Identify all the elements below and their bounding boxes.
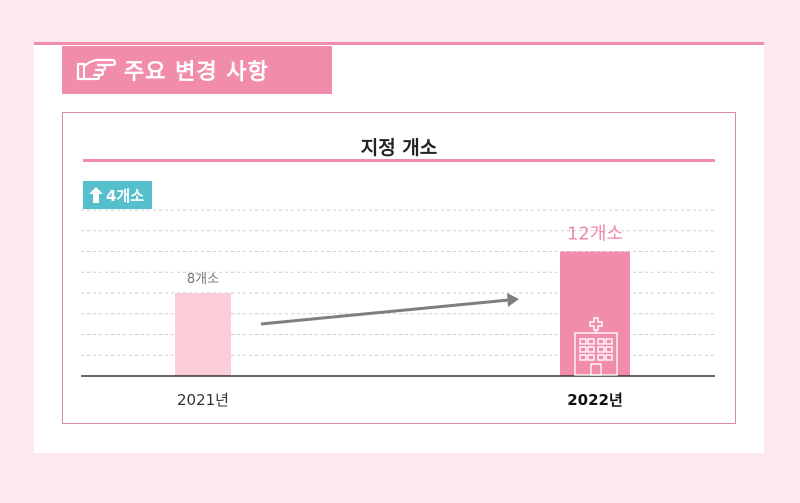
chart-labels: 8개소 2021년 12개소 2022년 xyxy=(177,224,623,410)
increase-badge-text: 4개소 xyxy=(106,186,145,205)
increase-badge: 4개소 xyxy=(83,181,153,209)
data-label-2: 12개소 xyxy=(567,224,623,245)
bars xyxy=(175,251,630,376)
data-label-1: 8개소 xyxy=(187,272,219,287)
section-header: 주요 변경 사항 xyxy=(62,46,332,94)
trend-arrow-icon xyxy=(260,293,519,326)
chart-title-rule xyxy=(83,159,715,162)
x-tick-label-1: 2021년 xyxy=(177,391,229,409)
chart-container: 지정 개소 4개소 xyxy=(62,112,736,424)
top-rule xyxy=(34,42,764,45)
section-title: 주요 변경 사항 xyxy=(124,60,269,85)
x-tick-label-2: 2022년 xyxy=(567,391,623,409)
pointing-hand-icon xyxy=(76,58,116,81)
chart-title: 지정 개소 xyxy=(360,137,438,159)
up-arrow-icon xyxy=(89,187,103,203)
bar-2 xyxy=(560,251,630,376)
bar-1 xyxy=(175,293,231,376)
bar-chart-plot: 8개소 2021년 12개소 2022년 xyxy=(81,209,715,410)
hospital-icon xyxy=(574,317,618,376)
